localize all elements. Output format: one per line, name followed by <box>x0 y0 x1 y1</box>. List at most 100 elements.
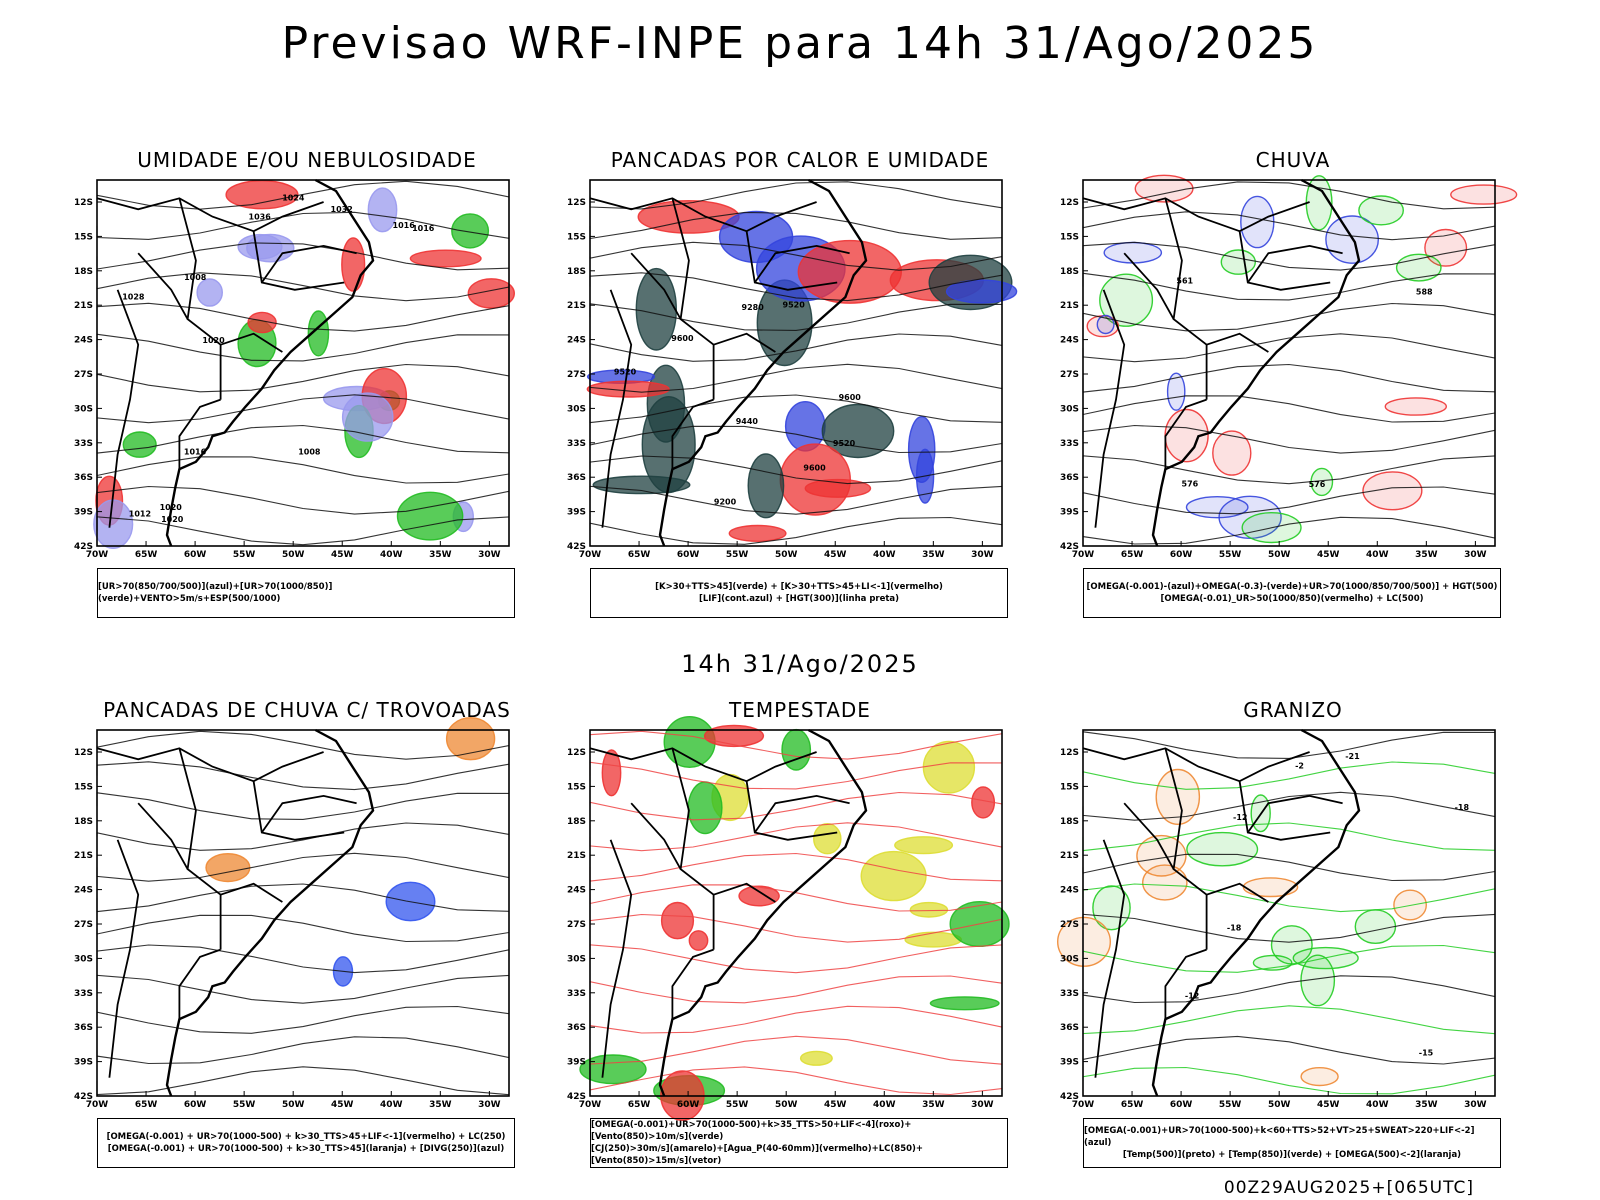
country-border <box>1247 794 1343 834</box>
country-border <box>1082 197 1310 233</box>
contour-label: 9600 <box>671 334 694 343</box>
field-region <box>1358 195 1404 226</box>
lon-tick-label: 65W <box>1121 1100 1144 1110</box>
lon-tick-label: 65W <box>135 1100 158 1110</box>
contour-line <box>1082 241 1496 271</box>
lon-tick-label: 55W <box>1219 550 1242 560</box>
lon-tick-label: 50W <box>775 550 798 560</box>
field-region <box>1166 372 1186 411</box>
field-region <box>409 249 482 268</box>
country-border <box>178 398 221 470</box>
contour-line <box>1082 975 1496 1004</box>
lat-tick-label: 18S <box>567 817 586 827</box>
contour-line <box>1082 883 1496 913</box>
legend-line: [OMEGA(-0.001) + UR>70(1000-500) + k>30_… <box>106 1132 506 1142</box>
contour-line <box>589 913 1003 943</box>
lat-tick-label: 33S <box>567 439 586 449</box>
panel-legend: [OMEGA(-0.001) + UR>70(1000-500) + k>30_… <box>97 1118 515 1168</box>
lat-tick-label: 18S <box>74 817 93 827</box>
contour-line <box>1082 1005 1496 1035</box>
contour-label: 9440 <box>736 417 759 426</box>
contour-line <box>589 516 1003 545</box>
lat-tick-label: 39S <box>74 1058 93 1068</box>
lat-tick-label: 27S <box>1060 920 1079 930</box>
country-border <box>754 794 850 834</box>
contour-line <box>96 363 510 393</box>
country-border <box>252 781 345 841</box>
lon-tick-label: 35W <box>429 1100 452 1110</box>
field-region <box>1186 831 1259 867</box>
country-border <box>252 231 345 291</box>
contour-label: 1008 <box>184 273 207 282</box>
lat-tick-label: 30S <box>567 954 586 964</box>
lat-tick-label: 21S <box>1060 301 1079 311</box>
country-border <box>1206 882 1269 903</box>
contour-line <box>589 975 1003 1004</box>
contour-line <box>1082 424 1496 454</box>
lon-tick-label: 60W <box>677 550 700 560</box>
field-region <box>703 724 765 748</box>
contour-line <box>1082 944 1496 973</box>
contour-line <box>1082 761 1496 790</box>
field-region <box>1354 909 1397 945</box>
country-border <box>1238 781 1331 841</box>
lat-tick-label: 42S <box>1060 1092 1079 1102</box>
lon-tick-label: 35W <box>429 550 452 560</box>
contour-line <box>96 1036 510 1065</box>
contour-line <box>589 852 1003 882</box>
contour-line <box>96 730 510 760</box>
contour-line <box>1082 395 1496 423</box>
country-border <box>261 794 357 834</box>
contour-line <box>1082 363 1496 393</box>
lat-tick-label: 36S <box>1060 1023 1079 1033</box>
contour-label: 1008 <box>298 448 321 457</box>
field-region <box>1384 397 1447 416</box>
field-region <box>1362 471 1423 511</box>
contour-label: 588 <box>1416 288 1433 297</box>
field-region <box>1212 430 1252 476</box>
lon-tick-label: 60W <box>184 550 207 560</box>
country-border <box>1123 252 1175 320</box>
contour-label: -21 <box>1345 752 1360 761</box>
panel-legend: [UR>70(850/700/500)](azul)+[UR>70(1000/8… <box>97 568 515 618</box>
contour-label: 1036 <box>249 212 272 221</box>
lon-tick-label: 65W <box>135 550 158 560</box>
contour-label: 9600 <box>803 464 826 473</box>
legend-line: [CJ(250)>30m/s](amarelo)+[Agua_P(40-60mm… <box>591 1144 924 1166</box>
lat-tick-label: 33S <box>74 439 93 449</box>
lon-tick-label: 30W <box>478 550 501 560</box>
lon-tick-label: 40W <box>380 550 403 560</box>
lat-tick-label: 39S <box>567 1058 586 1068</box>
lat-tick-label: 24S <box>567 886 586 896</box>
lon-tick-label: 35W <box>922 1100 945 1110</box>
field-region <box>1220 249 1257 275</box>
field-region <box>738 885 780 907</box>
lon-tick-label: 50W <box>282 1100 305 1110</box>
lat-tick-label: 24S <box>74 886 93 896</box>
contour-label: 1016 <box>184 448 207 457</box>
lon-tick-label: 45W <box>824 550 847 560</box>
contour-line <box>589 761 1003 790</box>
field-region <box>909 901 949 918</box>
field-region <box>205 853 251 883</box>
lon-tick-label: 65W <box>1121 550 1144 560</box>
map-layers: -18 -12 -18 -21 -2 -12 -15 <box>1057 728 1496 1097</box>
country-border <box>1238 231 1331 291</box>
contour-line <box>1082 822 1496 852</box>
contour-line <box>1082 516 1496 545</box>
map-frame <box>589 179 1003 547</box>
lon-tick-label: 45W <box>1317 550 1340 560</box>
lat-tick-label: 21S <box>74 851 93 861</box>
legend-line: [OMEGA(-0.01)_UR>50(1000/850)(vermelho) … <box>1160 594 1424 604</box>
panel-granizo: GRANIZO -18 -12 -18 -21 -2 -12 -15 12S 15S 18S 21S… <box>1057 698 1503 1168</box>
lon-tick-label: 40W <box>873 550 896 560</box>
lat-tick-label: 36S <box>74 1023 93 1033</box>
field-region <box>687 781 723 835</box>
map-frame <box>1082 729 1496 1097</box>
field-region <box>1096 314 1115 335</box>
lon-tick-label: 55W <box>726 550 749 560</box>
lat-tick-label: 27S <box>74 920 93 930</box>
lat-tick-label: 21S <box>567 301 586 311</box>
lat-tick-label: 36S <box>74 473 93 483</box>
